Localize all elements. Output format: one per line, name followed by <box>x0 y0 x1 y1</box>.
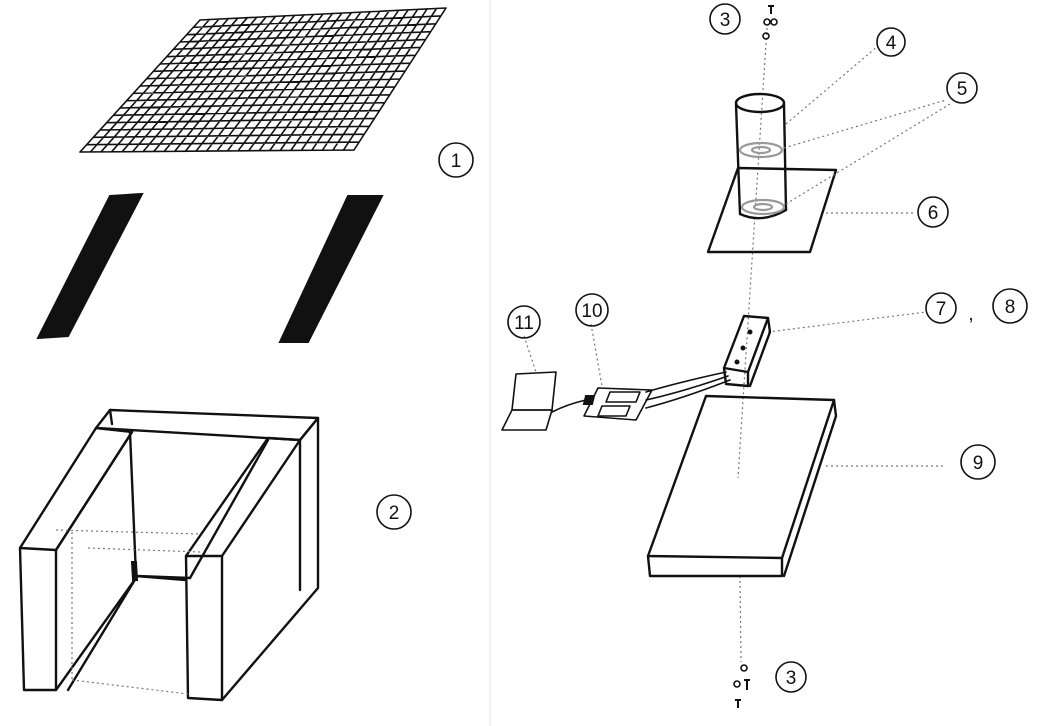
callout-9-label: 9 <box>973 453 984 474</box>
wire-1 <box>645 371 727 393</box>
leader-4 <box>785 45 879 125</box>
callout-3-bottom: 3 <box>775 661 807 693</box>
callout-4: 4 <box>876 27 906 57</box>
callout-11-label: 11 <box>514 313 534 334</box>
sensor-block-part-7-8 <box>722 314 772 388</box>
screws-top <box>762 5 778 40</box>
callout-2-label: 2 <box>389 503 400 524</box>
callout-1: 1 <box>438 142 474 178</box>
callout-3-top: 3 <box>709 3 741 35</box>
leader-5a <box>783 99 947 149</box>
slab-part-9 <box>646 394 838 578</box>
callout-separator: , <box>968 304 973 325</box>
assembly-axis-lower <box>739 575 742 663</box>
callout-1-label: 1 <box>451 151 462 172</box>
leader-7-8 <box>767 311 927 333</box>
leader-10 <box>590 323 603 387</box>
callout-10-label: 10 <box>581 301 602 322</box>
wire-3 <box>645 379 731 409</box>
usb-cable <box>551 399 587 413</box>
tube-part-4 <box>734 92 788 220</box>
leader-11 <box>523 335 537 373</box>
callout-5-label: 5 <box>957 79 968 100</box>
callout-2: 2 <box>376 494 412 530</box>
base-plate-part-6 <box>706 166 838 254</box>
callout-8-label: 8 <box>1005 297 1016 318</box>
wire-2 <box>645 375 729 401</box>
callout-6: 6 <box>917 196 949 228</box>
rings-part-5 <box>738 141 786 216</box>
callout-7: 7 <box>925 292 957 324</box>
strap-right <box>278 195 384 343</box>
mesh-net-part-1 <box>79 7 447 153</box>
laptop-part-11 <box>501 371 557 431</box>
callout-7-label: 7 <box>936 299 947 320</box>
u-frame-part-2 <box>18 408 320 702</box>
strap-left <box>36 192 144 340</box>
callout-4-label: 4 <box>886 33 897 54</box>
callout-3-top-label: 3 <box>720 10 731 31</box>
callout-8: 8 <box>992 288 1028 324</box>
screws-bottom <box>733 664 750 708</box>
callout-6-label: 6 <box>928 203 939 224</box>
callout-9: 9 <box>960 444 996 480</box>
leader-5b <box>785 103 951 205</box>
callout-5: 5 <box>946 72 978 104</box>
callout-10: 10 <box>575 293 609 327</box>
callout-3-bottom-label: 3 <box>786 668 797 689</box>
callout-11: 11 <box>507 305 541 339</box>
controller-board-part-10 <box>582 387 653 421</box>
